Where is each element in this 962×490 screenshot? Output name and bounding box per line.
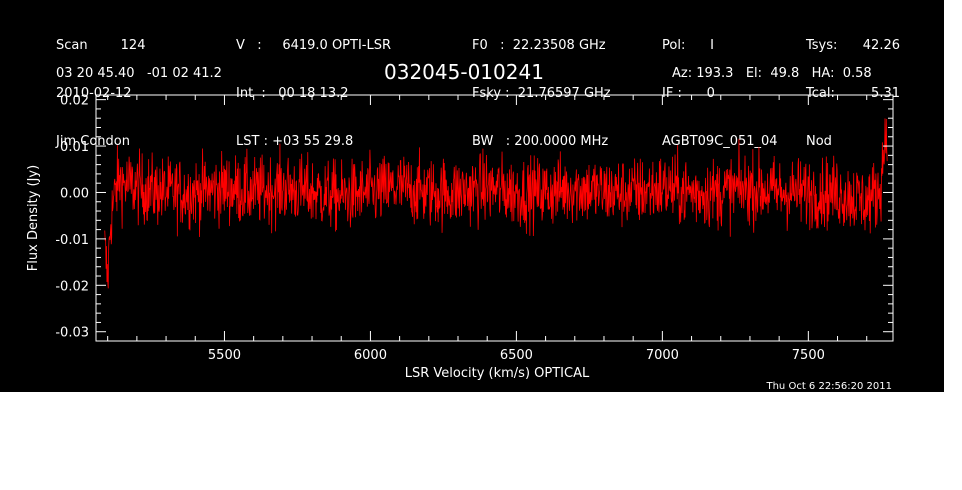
y-tick-label: 0.02 <box>60 94 89 109</box>
tsys-labels: Tsys: Tcal: Nod <box>806 6 837 166</box>
tcal-label: Tcal: <box>806 86 835 101</box>
lst-readout: LST : +03 55 29.8 <box>236 134 354 149</box>
x-tick-label: 6000 <box>354 348 387 363</box>
tsys-value: 42.26 <box>862 38 900 53</box>
velocity-readout: V : 6419.0 OPTI-LSR <box>236 38 392 53</box>
source-coordinates: 03 20 45.40 -01 02 41.2 <box>56 66 222 81</box>
x-tick-label: 7500 <box>792 348 825 363</box>
polarization: Pol: I <box>662 38 714 53</box>
polarization-info: Pol: I IF : 0 AGBT09C_051_04 <box>662 6 778 166</box>
scan-number: Scan 124 <box>56 38 146 53</box>
project-id: AGBT09C_051_04 <box>662 134 778 149</box>
rest-frequency: F0 : 22.23508 GHz <box>472 38 606 53</box>
sky-frequency: Fsky : 21.76597 GHz <box>472 86 611 101</box>
x-axis-title: LSR Velocity (km/s) OPTICAL <box>405 366 590 381</box>
axes-layer: 5500 6000 6500 7000 7500 0.02 0.01 0.00 -0.01 -0.… <box>55 94 893 363</box>
y-tick-label: -0.01 <box>55 233 89 248</box>
tsys-label: Tsys: <box>806 38 838 53</box>
spectrum-series-line <box>104 118 888 289</box>
if-number: IF : 0 <box>662 86 715 101</box>
velocity-info: V : 6419.0 OPTI-LSR Int : 00 18 13.2 LST… <box>236 6 391 166</box>
y-tick-label: 0.01 <box>60 140 89 155</box>
y-tick-label: -0.03 <box>55 326 89 341</box>
bandwidth: BW : 200.0000 MHz <box>472 134 609 149</box>
source-name: 032045-010241 <box>384 60 544 84</box>
integration-time: Int : 00 18 13.2 <box>236 86 349 101</box>
x-tick-label: 5500 <box>208 348 241 363</box>
observation-date: 2010-02-12 <box>56 86 132 101</box>
series-layer <box>104 118 888 289</box>
plot-frame <box>95 94 894 342</box>
y-axis-title: Flux Density (Jy) <box>26 165 41 271</box>
x-tick-label: 7000 <box>646 348 679 363</box>
spectrum-chart: 5500 6000 6500 7000 7500 0.02 0.01 0.00 -0.01 -0.… <box>26 94 894 392</box>
x-tick-label: 6500 <box>500 348 533 363</box>
frequency-info: F0 : 22.23508 GHz Fsky : 21.76597 GHz BW… <box>472 6 611 166</box>
y-tick-label: -0.02 <box>55 279 89 294</box>
plot-timestamp: Thu Oct 6 22:56:20 2011 <box>765 381 892 392</box>
procedure-label: Nod <box>806 134 832 149</box>
az-el-ha: Az: 193.3 El: 49.8 HA: 0.58 <box>672 66 872 81</box>
y-tick-label: 0.00 <box>60 186 89 201</box>
